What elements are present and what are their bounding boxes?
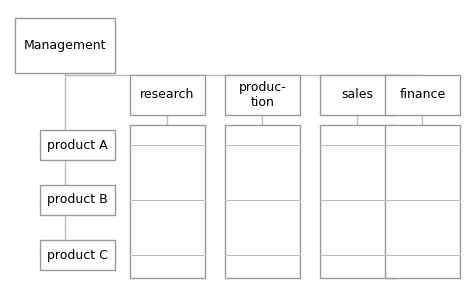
FancyBboxPatch shape (40, 130, 115, 160)
FancyBboxPatch shape (130, 75, 205, 115)
FancyBboxPatch shape (130, 125, 205, 278)
FancyBboxPatch shape (320, 125, 395, 278)
Text: sales: sales (341, 88, 374, 101)
FancyBboxPatch shape (385, 75, 460, 115)
Text: product C: product C (47, 249, 108, 262)
Text: Management: Management (24, 39, 106, 52)
FancyBboxPatch shape (40, 240, 115, 270)
Text: product A: product A (47, 139, 108, 152)
FancyBboxPatch shape (15, 18, 115, 73)
FancyBboxPatch shape (225, 125, 300, 278)
Text: research: research (140, 88, 195, 101)
FancyBboxPatch shape (385, 125, 460, 278)
FancyBboxPatch shape (40, 185, 115, 215)
Text: produc-
tion: produc- tion (238, 81, 286, 109)
Text: finance: finance (400, 88, 446, 101)
Text: product B: product B (47, 194, 108, 207)
FancyBboxPatch shape (320, 75, 395, 115)
FancyBboxPatch shape (225, 75, 300, 115)
